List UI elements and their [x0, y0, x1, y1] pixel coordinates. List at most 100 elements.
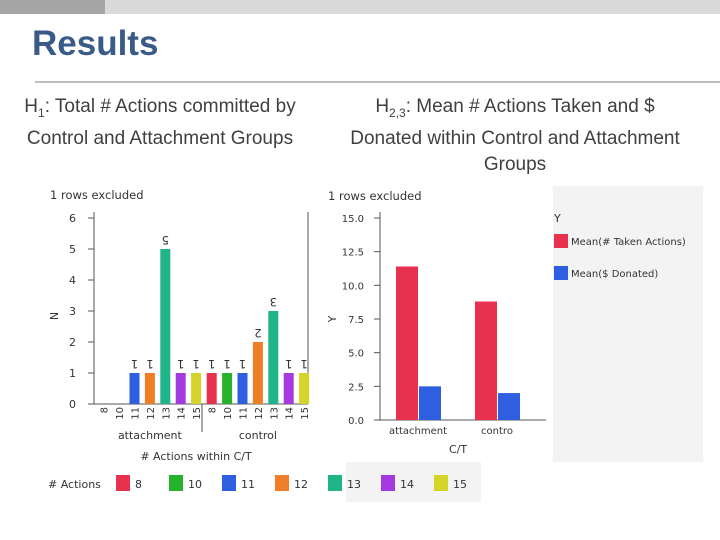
legend-swatch [554, 234, 568, 248]
x-tick-label: 14 [177, 407, 188, 420]
y-tick-label: 2.5 [348, 382, 364, 393]
y-tick-label: 0 [69, 398, 76, 411]
x-tick-label: 12 [146, 407, 157, 420]
legend-swatch [275, 475, 289, 491]
heading-right: H2,3: Mean # Actions Taken and $ Donated… [340, 94, 690, 178]
bar-value-label: 5 [162, 233, 169, 247]
legend-label: 8 [135, 478, 142, 491]
legend-label: 14 [400, 478, 414, 491]
y-tick-label: 6 [69, 212, 76, 225]
x-tick-label: contro [481, 426, 513, 437]
chart-right: 1 rows excluded 0.0 2.5 5.0 7.5 10.0 12.5 15.0 Y… [318, 186, 686, 462]
x-tick-label: 13 [161, 407, 172, 420]
y-tick-label: 12.5 [342, 248, 364, 259]
bar [396, 266, 418, 420]
heading-right-sub: 2,3 [389, 105, 406, 120]
bar-value-label: 1 [239, 357, 246, 371]
y-tick-label: 5 [69, 243, 76, 256]
y-tick-label: 1 [69, 367, 76, 380]
legend-swatch [554, 266, 568, 280]
heading-left-h: H [24, 96, 39, 117]
bar [299, 373, 310, 404]
x-tick-label: 13 [269, 407, 280, 420]
x-tick-label: 15 [192, 407, 203, 420]
y-tick-label: 15.0 [342, 214, 364, 225]
legend-swatch [222, 475, 236, 491]
legend-label: 15 [453, 478, 467, 491]
bar-value-label: 1 [177, 357, 184, 371]
y-tick-label: 3 [69, 305, 76, 318]
legend-label: 12 [294, 478, 308, 491]
bar [129, 373, 140, 404]
x-tick-label: 8 [208, 407, 219, 413]
group-label: control [239, 429, 277, 442]
x-axis-label: # Actions within C/T [140, 450, 252, 463]
bar-value-label: 1 [131, 357, 138, 371]
legend-title: Y [553, 212, 561, 225]
bar [283, 373, 294, 404]
bar-value-label: 1 [285, 357, 292, 371]
legend-label: Mean(# Taken Actions) [571, 237, 686, 248]
top-bar-dark [0, 0, 105, 14]
legend-swatch [169, 475, 183, 491]
y-tick-label: 5.0 [348, 349, 364, 360]
top-bar-light [105, 0, 720, 14]
x-tick-label: 14 [285, 407, 296, 420]
x-tick-label: 11 [239, 407, 250, 420]
legend-label: 13 [347, 478, 361, 491]
bar [498, 393, 520, 420]
bar-value-label: 3 [270, 295, 277, 309]
x-tick-label: 8 [100, 407, 111, 413]
title-divider [35, 81, 720, 83]
excluded-note: 1 rows excluded [50, 188, 144, 202]
heading-right-h: H [375, 96, 390, 117]
y-tick-label: 2 [69, 336, 76, 349]
legend-swatch [381, 475, 395, 491]
legend-label: 11 [241, 478, 255, 491]
bar [191, 373, 202, 404]
y-axis-label: Y [326, 315, 339, 323]
bar [475, 301, 497, 420]
chart-panel-right: 1 rows excluded 0.0 2.5 5.0 7.5 10.0 12.5 15.0 Y… [318, 186, 703, 462]
heading-left: H1: Total # Actions committed by Control… [20, 94, 300, 152]
y-tick-label: 0.0 [348, 416, 364, 427]
x-tick-label: 10 [223, 407, 234, 420]
bar-value-label: 1 [192, 357, 199, 371]
excluded-note: 1 rows excluded [328, 189, 422, 203]
bar [222, 373, 233, 404]
x-tick-label: 11 [131, 407, 142, 420]
x-tick-label: 12 [254, 407, 265, 420]
x-axis-label: C/T [449, 443, 467, 456]
y-axis-label: N [48, 312, 61, 320]
bar [206, 373, 217, 404]
y-tick-label: 4 [69, 274, 76, 287]
bar [175, 373, 186, 404]
y-tick-label: 7.5 [348, 315, 364, 326]
bar [160, 249, 171, 404]
heading-left-sub: 1 [38, 105, 45, 120]
bar-value-label: 1 [223, 357, 230, 371]
bar-value-label: 1 [208, 357, 215, 371]
bar [237, 373, 248, 404]
legend-swatch [116, 475, 130, 491]
y-tick-label: 10.0 [342, 281, 364, 292]
bar-value-label: 1 [300, 357, 307, 371]
legend-label: 10 [188, 478, 202, 491]
legend-label: Mean($ Donated) [571, 269, 658, 280]
x-tick-label: 15 [300, 407, 311, 420]
x-tick-label: 10 [115, 407, 126, 420]
chart-panel-left-inner [36, 186, 346, 504]
bar-value-label: 2 [254, 326, 261, 340]
chart-panel-left: 1 rows excluded 0 1 2 3 4 5 6 N 8 10 1 11 1 12 5 13 1 14 1 1… [36, 186, 481, 504]
bar [252, 342, 263, 404]
bar [144, 373, 155, 404]
heading-right-text: : Mean # Actions Taken and $ Donated wit… [350, 96, 680, 175]
legend-title: # Actions [48, 478, 101, 491]
legend-swatch [434, 475, 448, 491]
slide-title: Results [32, 24, 159, 63]
bar [419, 386, 441, 420]
bar-value-label: 1 [146, 357, 153, 371]
legend-swatch [328, 475, 342, 491]
x-tick-label: attachment [389, 426, 447, 437]
